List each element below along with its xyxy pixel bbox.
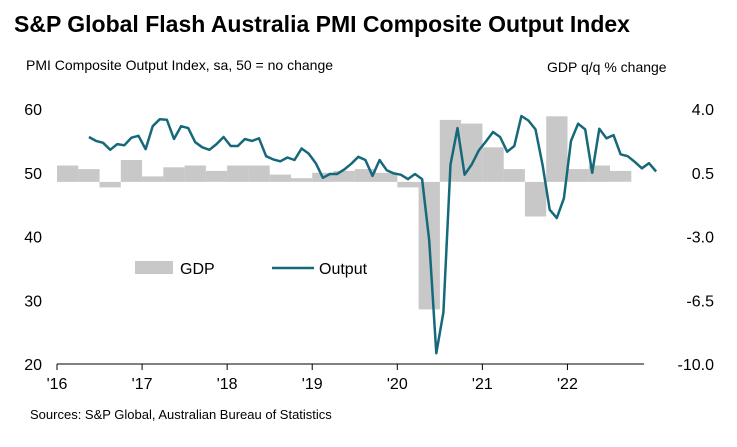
output-line xyxy=(88,114,658,355)
right-tick-label-0: -10.0 xyxy=(678,357,715,374)
left-tick-label-2: 40 xyxy=(24,230,42,247)
x-ticks: '16 '17 '18 '19 '20 '21 '22 xyxy=(47,364,578,393)
right-tick-label-1: -6.5 xyxy=(686,293,714,310)
gdp-bar-2017Q3 xyxy=(184,165,206,182)
legend-gdp-swatch xyxy=(135,261,173,274)
gdp-bar-2016Q2 xyxy=(78,169,100,182)
right-tick-label-4: 4.0 xyxy=(692,102,714,119)
gdp-bar-2020Q4 xyxy=(461,123,483,182)
gdp-bar-2016Q1 xyxy=(57,165,79,182)
left-y-ticks: 20 30 40 50 60 xyxy=(24,102,42,374)
legend-gdp-label: GDP xyxy=(180,261,215,278)
x-tick-label-6: '22 xyxy=(557,376,578,393)
gdp-bar-2021Q1 xyxy=(482,147,504,182)
gdp-bar-2021Q4 xyxy=(546,116,568,182)
gdp-bar-2022Q3 xyxy=(610,170,632,182)
gdp-bar-2017Q4 xyxy=(205,170,228,182)
left-tick-label-4: 60 xyxy=(24,102,42,119)
gdp-bar-2017Q1 xyxy=(142,176,164,182)
right-tick-label-3: 0.5 xyxy=(692,166,714,183)
gdp-bar-2018Q1 xyxy=(227,165,249,182)
x-tick-label-3: '19 xyxy=(302,376,323,393)
right-axis-label: GDP q/q % change xyxy=(547,59,667,75)
gdp-bar-2018Q3 xyxy=(269,174,291,182)
gdp-bar-2019Q4 xyxy=(376,172,398,182)
gdp-bar-2019Q2 xyxy=(333,170,355,182)
gdp-bar-2020Q1 xyxy=(397,181,419,188)
gdp-bar-2017Q2 xyxy=(163,167,185,182)
x-tick-label-5: '21 xyxy=(472,376,493,393)
gdp-bar-2021Q3 xyxy=(524,181,547,217)
gdp-bar-2016Q4 xyxy=(120,160,143,182)
right-y-ticks: -10.0 -6.5 -3.0 0.5 4.0 xyxy=(678,102,715,374)
gdp-bar-2021Q2 xyxy=(503,169,525,182)
legend: GDP Output xyxy=(135,261,368,278)
left-tick-label-1: 30 xyxy=(24,293,42,310)
gdp-bar-2022Q2 xyxy=(588,165,610,182)
right-tick-label-2: -3.0 xyxy=(686,230,714,247)
x-tick-label-1: '17 xyxy=(132,376,153,393)
left-axis-label: PMI Composite Output Index, sa, 50 = no … xyxy=(26,57,334,73)
source-note: Sources: S&P Global, Australian Bureau o… xyxy=(30,407,332,422)
gdp-bar-2022Q1 xyxy=(567,169,589,182)
x-tick-label-4: '20 xyxy=(387,376,408,393)
chart-title: S&P Global Flash Australia PMI Composite… xyxy=(14,11,630,37)
legend-output-label: Output xyxy=(319,261,368,278)
left-tick-label-0: 20 xyxy=(24,357,42,374)
left-tick-label-3: 50 xyxy=(24,166,42,183)
gdp-bar-2018Q4 xyxy=(290,178,313,182)
gdp-bar-2018Q2 xyxy=(248,165,270,182)
x-tick-label-0: '16 xyxy=(47,376,68,393)
x-tick-label-2: '18 xyxy=(217,376,238,393)
gdp-bar-2016Q3 xyxy=(99,181,121,188)
